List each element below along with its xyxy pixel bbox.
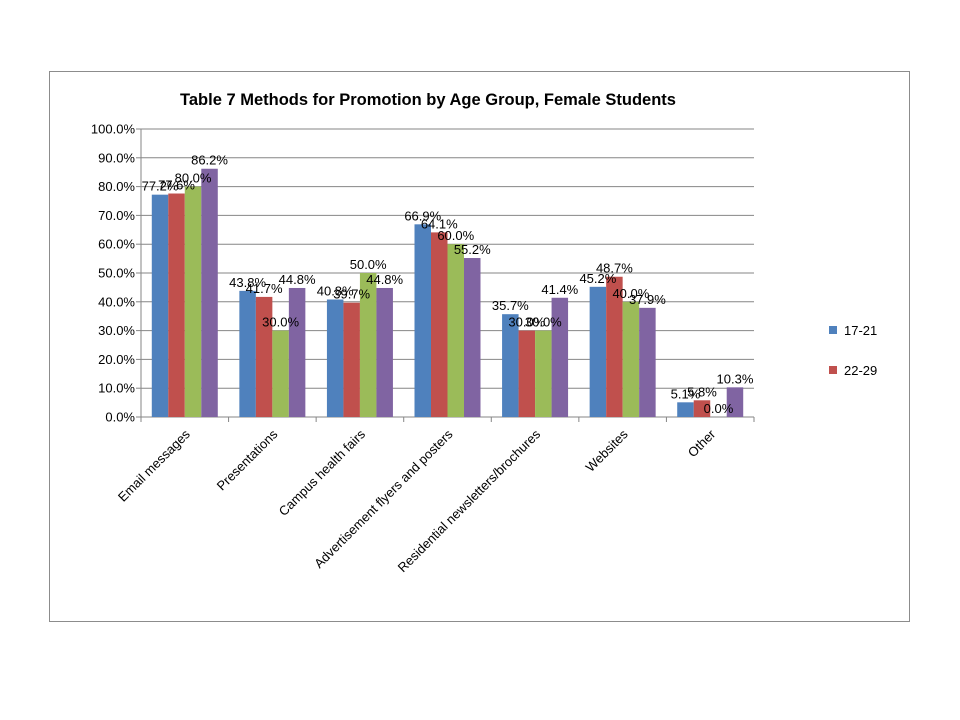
data-label: 45.2% bbox=[579, 271, 616, 286]
bar bbox=[518, 330, 536, 417]
data-label: 30.0% bbox=[525, 315, 562, 330]
bar bbox=[255, 296, 273, 417]
bar bbox=[359, 273, 377, 417]
y-tick-label: 80.0% bbox=[98, 179, 135, 194]
y-tick-label: 0.0% bbox=[105, 410, 135, 425]
bar bbox=[447, 244, 464, 417]
bar bbox=[622, 301, 640, 417]
data-label: 5.1% bbox=[671, 386, 701, 401]
category-label: Residential newsletters/brochures bbox=[395, 426, 544, 575]
category-label: Advertisement flyers and posters bbox=[311, 426, 456, 571]
data-label: 41.7% bbox=[246, 281, 283, 296]
y-tick-label: 50.0% bbox=[98, 266, 135, 281]
data-label: 37.9% bbox=[629, 292, 666, 307]
chart-svg: Table 7 Methods for Promotion by Age Gro… bbox=[91, 91, 877, 575]
data-label: 64.1% bbox=[421, 216, 458, 231]
data-label: 44.8% bbox=[366, 272, 403, 287]
y-tick-label: 90.0% bbox=[98, 150, 135, 165]
data-label: 40.8% bbox=[317, 283, 354, 298]
axes: 0.0% 10.0% 20.0% 30.0% 40.0% 50.0% 60.0% 70.0% 8… bbox=[91, 122, 755, 425]
bar bbox=[168, 193, 185, 417]
bar bbox=[535, 330, 552, 417]
legend-label: 22-29 bbox=[844, 363, 877, 378]
data-label: 39.7% bbox=[333, 287, 370, 302]
chart-frame: Table 7 Methods for Promotion by Age Gro… bbox=[49, 71, 910, 622]
data-label: 80.0% bbox=[175, 171, 212, 186]
data-label: 77.6% bbox=[158, 178, 195, 193]
bar bbox=[151, 194, 169, 417]
legend-swatch bbox=[829, 366, 837, 374]
bar bbox=[677, 402, 694, 417]
data-label: 55.2% bbox=[454, 242, 491, 257]
y-tick-label: 20.0% bbox=[98, 352, 135, 367]
bar bbox=[376, 287, 393, 417]
y-tick-label: 70.0% bbox=[98, 208, 135, 223]
data-labels: 77.2%77.6%80.0% 86.2% 43.8%41.7% 30.0% 44.8%… bbox=[142, 153, 754, 416]
legend-label: 17-21 bbox=[844, 323, 877, 338]
category-label: Email messages bbox=[115, 426, 193, 504]
data-label: 86.2% bbox=[191, 153, 228, 168]
legend: 17-21 22-29 bbox=[829, 323, 877, 378]
bar bbox=[288, 287, 306, 417]
y-tick-label: 60.0% bbox=[98, 237, 135, 252]
y-tick-label: 40.0% bbox=[98, 294, 135, 309]
bars bbox=[151, 168, 744, 417]
bar bbox=[464, 258, 481, 417]
data-label: 44.8% bbox=[279, 272, 316, 287]
data-label: 5.8% bbox=[687, 384, 717, 399]
bar bbox=[272, 330, 289, 417]
category-label: Other bbox=[685, 426, 719, 460]
bar bbox=[589, 286, 607, 417]
data-label: 43.8% bbox=[229, 275, 266, 290]
data-label: 60.0% bbox=[437, 228, 474, 243]
data-label: 40.0% bbox=[612, 286, 649, 301]
bar bbox=[326, 299, 344, 417]
chart-title: Table 7 Methods for Promotion by Age Gro… bbox=[180, 91, 676, 109]
bar bbox=[639, 307, 656, 417]
bar bbox=[239, 290, 256, 417]
y-tick-label: 30.0% bbox=[98, 323, 135, 338]
data-label: 66.9% bbox=[404, 208, 441, 223]
data-label: 48.7% bbox=[596, 261, 633, 276]
data-label: 30.0% bbox=[508, 315, 545, 330]
bar bbox=[502, 314, 519, 417]
bar bbox=[343, 302, 360, 417]
bar bbox=[551, 297, 569, 417]
bar bbox=[431, 232, 448, 417]
data-label: 35.7% bbox=[492, 298, 529, 313]
bar bbox=[726, 387, 744, 417]
data-label: 30.0% bbox=[262, 315, 299, 330]
data-label: 0.0% bbox=[704, 401, 734, 416]
category-label: Websites bbox=[583, 426, 632, 475]
data-label: 77.2% bbox=[142, 179, 179, 194]
category-label: Presentations bbox=[214, 426, 281, 493]
data-label: 41.4% bbox=[541, 282, 578, 297]
data-label: 50.0% bbox=[350, 257, 387, 272]
data-label: 10.3% bbox=[717, 371, 754, 386]
bar bbox=[184, 186, 202, 417]
bar bbox=[201, 168, 218, 417]
bar bbox=[606, 276, 623, 417]
bar bbox=[693, 400, 711, 417]
y-tick-label: 100.0% bbox=[91, 122, 136, 137]
bar bbox=[414, 224, 431, 417]
category-label: Campus health fairs bbox=[276, 426, 369, 519]
legend-swatch bbox=[829, 326, 837, 334]
y-tick-label: 10.0% bbox=[98, 381, 135, 396]
